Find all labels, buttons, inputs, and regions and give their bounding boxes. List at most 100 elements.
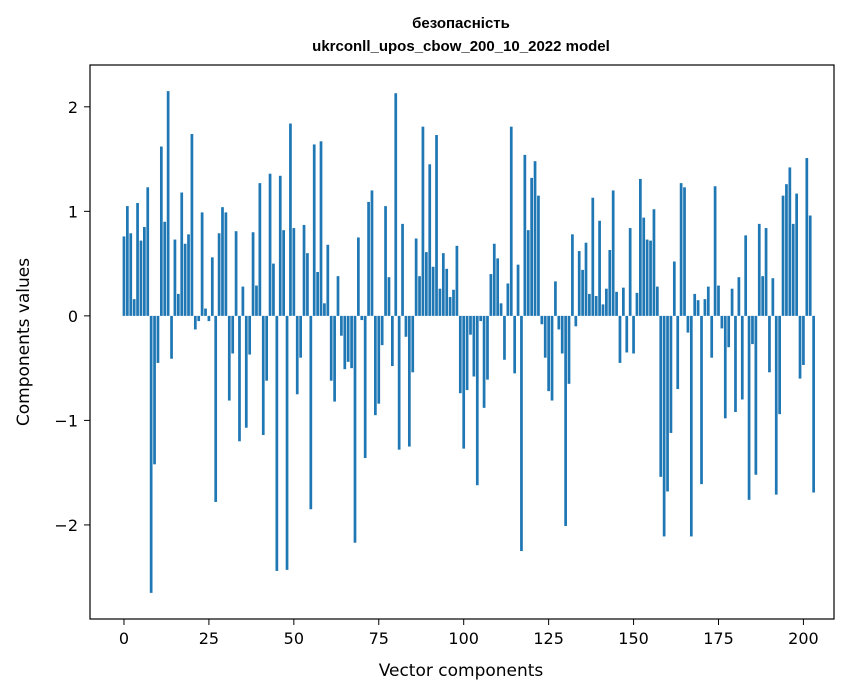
bar-component-60 bbox=[326, 244, 330, 316]
bar-component-199 bbox=[798, 315, 802, 379]
bar-component-111 bbox=[499, 303, 503, 316]
bar-component-115 bbox=[513, 315, 517, 374]
bar-component-59 bbox=[323, 303, 326, 316]
bar-component-174 bbox=[713, 186, 717, 316]
bar-component-104 bbox=[475, 315, 479, 486]
bar-component-11 bbox=[159, 146, 163, 316]
bar-component-118 bbox=[523, 154, 527, 316]
bar-component-105 bbox=[479, 315, 483, 322]
x-tick-label: 200 bbox=[788, 629, 819, 648]
bar-component-193 bbox=[778, 315, 781, 415]
x-tick-label: 0 bbox=[119, 629, 129, 648]
bar-component-172 bbox=[706, 286, 710, 316]
bar-component-203 bbox=[812, 315, 815, 493]
bar-component-92 bbox=[435, 135, 438, 316]
bar-component-129 bbox=[560, 315, 564, 354]
bar-component-114 bbox=[509, 126, 513, 316]
bar-component-147 bbox=[622, 287, 625, 316]
bar-component-58 bbox=[319, 141, 323, 316]
bar-component-126 bbox=[550, 315, 554, 401]
bar-component-140 bbox=[598, 220, 601, 316]
bar-component-201 bbox=[805, 158, 809, 316]
bar-component-37 bbox=[248, 315, 252, 355]
bar-component-88 bbox=[421, 126, 425, 316]
bar-component-34 bbox=[238, 315, 241, 442]
bar-component-89 bbox=[424, 252, 428, 316]
bar-component-54 bbox=[306, 253, 309, 316]
bar-component-73 bbox=[370, 190, 374, 316]
bar-component-121 bbox=[533, 161, 537, 316]
bar-component-170 bbox=[700, 315, 703, 485]
x-tick-label: 25 bbox=[199, 629, 219, 648]
bar-component-31 bbox=[227, 315, 231, 401]
bar-component-3 bbox=[132, 299, 136, 316]
bar-component-47 bbox=[282, 230, 285, 316]
bar-component-134 bbox=[577, 251, 581, 316]
bar-component-176 bbox=[720, 315, 724, 329]
bar-component-136 bbox=[584, 242, 588, 316]
bar-component-119 bbox=[526, 230, 530, 316]
bar-component-196 bbox=[788, 167, 792, 316]
bar-component-84 bbox=[407, 315, 411, 447]
bar-component-44 bbox=[272, 263, 275, 316]
bar-component-163 bbox=[676, 315, 680, 390]
bar-component-133 bbox=[574, 315, 578, 327]
bar-component-145 bbox=[615, 291, 618, 316]
bar-component-165 bbox=[683, 187, 686, 316]
bar-component-8 bbox=[149, 315, 153, 593]
bar-component-160 bbox=[666, 315, 669, 492]
bar-component-171 bbox=[703, 299, 707, 316]
bar-component-63 bbox=[336, 276, 340, 316]
bar-component-173 bbox=[710, 315, 714, 358]
x-axis-ticks: 0 25 50 75 100 125 150 175 200 bbox=[119, 619, 819, 648]
plot-frame bbox=[89, 64, 835, 620]
bar-component-148 bbox=[625, 315, 629, 353]
bar-component-157 bbox=[655, 286, 659, 316]
bar-component-17 bbox=[180, 192, 184, 316]
bar-component-98 bbox=[455, 245, 459, 316]
bar-component-28 bbox=[217, 233, 221, 316]
bars-group bbox=[122, 91, 815, 593]
bar-component-43 bbox=[268, 173, 272, 316]
bar-component-68 bbox=[353, 315, 357, 543]
bar-component-77 bbox=[384, 206, 387, 316]
bar-component-18 bbox=[183, 243, 187, 316]
y-tick-label: 1 bbox=[68, 202, 78, 221]
bar-component-191 bbox=[771, 278, 775, 316]
bar-component-67 bbox=[350, 315, 353, 369]
bar-component-6 bbox=[143, 227, 146, 316]
bar-component-20 bbox=[190, 133, 194, 316]
bar-component-195 bbox=[785, 184, 788, 316]
bar-component-33 bbox=[234, 231, 238, 316]
bar-component-97 bbox=[452, 289, 455, 316]
bar-component-164 bbox=[679, 183, 683, 316]
bar-component-72 bbox=[367, 201, 370, 316]
bar-component-122 bbox=[537, 195, 540, 316]
bar-component-179 bbox=[730, 288, 734, 316]
bar-component-19 bbox=[187, 234, 190, 316]
bar-component-139 bbox=[594, 296, 598, 316]
bar-component-30 bbox=[224, 212, 228, 316]
bar-component-4 bbox=[136, 202, 139, 316]
bar-component-29 bbox=[221, 207, 224, 316]
bar-component-71 bbox=[363, 315, 367, 459]
bar-component-184 bbox=[747, 315, 751, 500]
bar-component-159 bbox=[662, 315, 666, 537]
bar-component-79 bbox=[391, 315, 394, 367]
bar-component-137 bbox=[588, 293, 591, 316]
bar-component-130 bbox=[564, 315, 567, 526]
bar-component-69 bbox=[357, 237, 360, 316]
bar-component-100 bbox=[462, 315, 466, 449]
bar-component-14 bbox=[170, 315, 173, 359]
x-axis-label: Vector components bbox=[379, 661, 544, 681]
bar-component-142 bbox=[605, 288, 608, 316]
bar-component-5 bbox=[139, 240, 143, 316]
bar-component-62 bbox=[333, 315, 336, 402]
bar-component-38 bbox=[251, 232, 255, 316]
bar-component-1 bbox=[126, 206, 129, 316]
bar-component-93 bbox=[438, 288, 442, 316]
bar-component-168 bbox=[693, 293, 697, 316]
bar-component-0 bbox=[122, 236, 126, 316]
x-tick-label: 100 bbox=[448, 629, 479, 648]
chart-subtitle: ukrconll_upos_cbow_200_10_2022 model bbox=[312, 38, 610, 55]
